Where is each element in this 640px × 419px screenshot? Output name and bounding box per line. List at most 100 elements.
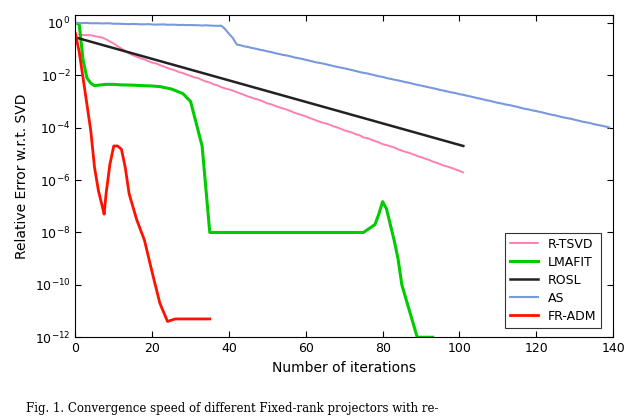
R-TSVD [364, 136, 371, 141]
R-TSVD [172, 68, 179, 73]
LMAFIT [76, 21, 83, 26]
LMAFIT [429, 335, 436, 340]
LMAFIT [340, 230, 348, 235]
LMAFIT [387, 222, 394, 227]
LMAFIT [129, 83, 137, 88]
FR-ADM [148, 270, 156, 275]
LMAFIT [379, 199, 387, 204]
AS [102, 21, 110, 26]
LMAFIT [421, 335, 429, 340]
ROSL [145, 55, 152, 60]
AS [72, 21, 79, 26]
AS [598, 123, 605, 128]
AS [125, 22, 133, 27]
X-axis label: Number of iterations: Number of iterations [272, 361, 416, 375]
FR-ADM [102, 191, 110, 196]
FR-ADM [72, 31, 79, 36]
Y-axis label: Relative Error w.r.t. SVD: Relative Error w.r.t. SVD [15, 93, 29, 259]
ROSL [406, 128, 413, 133]
LMAFIT [413, 335, 421, 340]
ROSL [72, 35, 79, 40]
FR-ADM [114, 143, 122, 148]
LMAFIT [187, 99, 195, 104]
LMAFIT [321, 230, 329, 235]
AS [605, 125, 613, 130]
LMAFIT [110, 82, 118, 87]
FR-ADM [122, 165, 129, 170]
LMAFIT [398, 282, 406, 287]
FR-ADM [195, 316, 202, 321]
LMAFIT [83, 75, 91, 80]
FR-ADM [118, 147, 125, 152]
LMAFIT [225, 230, 233, 235]
LMAFIT [198, 143, 206, 148]
LMAFIT [156, 84, 164, 89]
Line: R-TSVD: R-TSVD [79, 34, 463, 173]
LMAFIT [87, 80, 95, 85]
R-TSVD [76, 32, 83, 37]
AS [91, 21, 99, 26]
R-TSVD [344, 129, 352, 134]
LMAFIT [390, 238, 398, 243]
FR-ADM [206, 316, 214, 321]
LMAFIT [375, 212, 383, 217]
Text: Fig. 1. Convergence speed of different Fixed-rank projectors with re-: Fig. 1. Convergence speed of different F… [26, 402, 438, 415]
FR-ADM [202, 316, 210, 321]
FR-ADM [141, 238, 148, 243]
R-TSVD [252, 96, 260, 101]
ROSL [375, 120, 383, 125]
FR-ADM [172, 316, 179, 321]
ROSL [460, 143, 467, 148]
AS [337, 65, 344, 70]
Line: LMAFIT: LMAFIT [76, 23, 433, 337]
LMAFIT [210, 230, 218, 235]
AS [168, 22, 175, 27]
LMAFIT [95, 83, 102, 88]
LMAFIT [406, 308, 413, 313]
R-TSVD [306, 116, 314, 121]
LMAFIT [179, 91, 187, 96]
FR-ADM [198, 316, 206, 321]
Line: ROSL: ROSL [76, 37, 463, 146]
FR-ADM [164, 319, 172, 324]
LMAFIT [148, 83, 156, 88]
LMAFIT [221, 230, 229, 235]
LMAFIT [394, 256, 402, 261]
LMAFIT [383, 206, 390, 211]
LMAFIT [214, 230, 221, 235]
FR-ADM [179, 316, 187, 321]
LMAFIT [102, 82, 110, 87]
LMAFIT [218, 230, 225, 235]
LMAFIT [141, 83, 148, 88]
FR-ADM [79, 75, 87, 80]
FR-ADM [91, 165, 99, 170]
LMAFIT [264, 230, 271, 235]
FR-ADM [156, 301, 164, 306]
LMAFIT [283, 230, 291, 235]
FR-ADM [76, 49, 83, 54]
ROSL [156, 59, 164, 64]
FR-ADM [95, 188, 102, 193]
LMAFIT [168, 86, 175, 91]
Legend: R-TSVD, LMAFIT, ROSL, AS, FR-ADM: R-TSVD, LMAFIT, ROSL, AS, FR-ADM [506, 233, 602, 328]
Line: AS: AS [76, 23, 609, 127]
LMAFIT [206, 230, 214, 235]
FR-ADM [125, 191, 133, 196]
ROSL [344, 111, 352, 116]
LMAFIT [233, 230, 241, 235]
ROSL [248, 84, 256, 89]
LMAFIT [371, 222, 379, 227]
FR-ADM [106, 162, 114, 167]
Line: FR-ADM: FR-ADM [76, 34, 210, 321]
LMAFIT [118, 83, 125, 88]
FR-ADM [99, 204, 106, 209]
LMAFIT [91, 83, 99, 88]
R-TSVD [102, 37, 110, 42]
FR-ADM [100, 212, 108, 217]
LMAFIT [302, 230, 310, 235]
FR-ADM [133, 217, 141, 222]
LMAFIT [79, 57, 87, 62]
LMAFIT [72, 21, 79, 26]
R-TSVD [460, 170, 467, 175]
FR-ADM [87, 128, 95, 133]
